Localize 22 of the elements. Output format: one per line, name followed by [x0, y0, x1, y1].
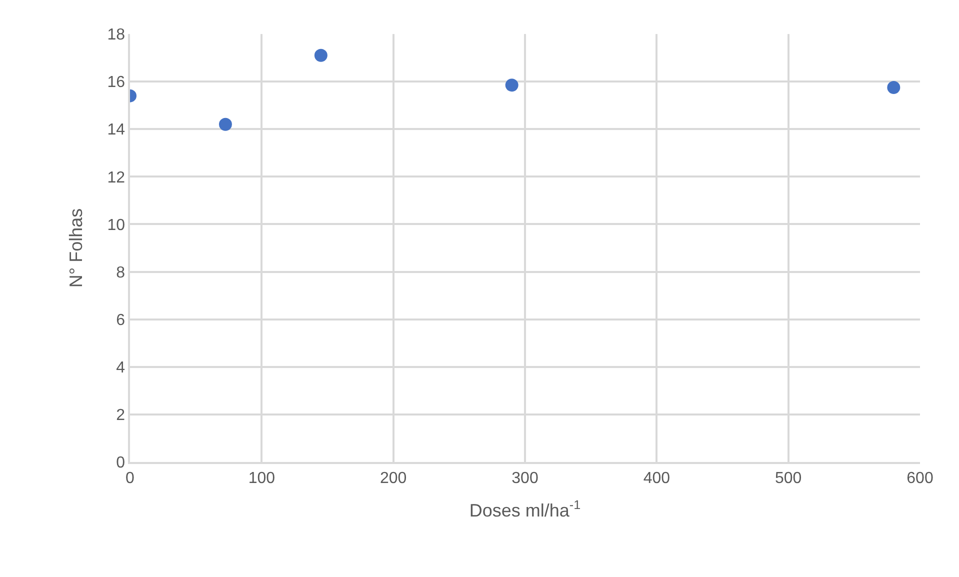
- x-tick-label: 600: [906, 470, 934, 487]
- x-tick-label: 200: [380, 470, 407, 487]
- point: [314, 48, 328, 62]
- y-tick-label: 4: [116, 359, 126, 376]
- point: [887, 81, 900, 94]
- y-tick-label: 18: [107, 26, 126, 44]
- point: [218, 118, 232, 131]
- x-axis-title: Doses ml/ha$^{-1}$: [469, 498, 581, 521]
- x-tick-label: 100: [248, 470, 276, 487]
- x-tick-label: 400: [643, 470, 670, 487]
- x-tick-label: 500: [774, 470, 802, 487]
- y-tick-label: 10: [107, 216, 126, 234]
- y-tick-label: 2: [116, 407, 126, 424]
- y-tick-label: 6: [116, 312, 126, 329]
- y-tick-label: 0: [116, 454, 126, 472]
- x-tick-label: 300: [512, 470, 538, 487]
- y-tick-label: 14: [107, 122, 126, 139]
- y-tick-label: 12: [107, 169, 126, 186]
- y-tick-label: 8: [116, 264, 126, 282]
- y-axis-title: N° Folhas: [66, 208, 86, 288]
- point: [505, 78, 518, 92]
- y-tick-label: 16: [107, 74, 126, 92]
